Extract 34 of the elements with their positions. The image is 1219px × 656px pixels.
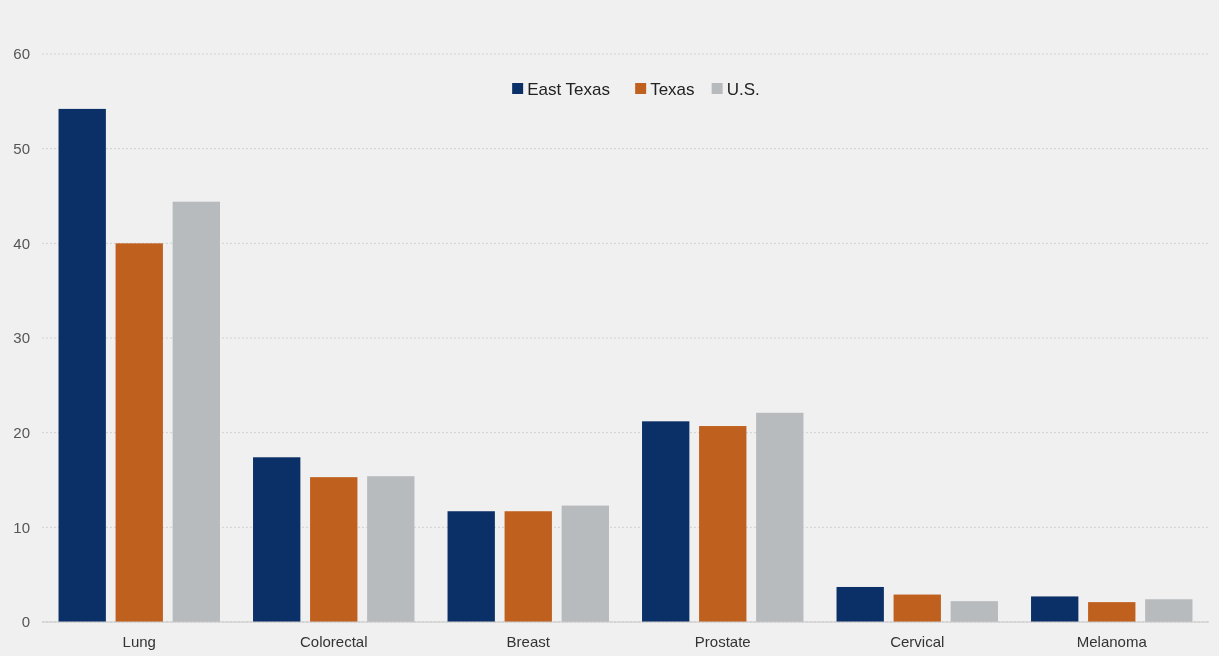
bar — [253, 457, 301, 622]
y-tick-label: 60 — [13, 45, 30, 63]
legend-label: Texas — [650, 79, 695, 99]
bar — [561, 505, 609, 622]
bar — [950, 601, 998, 622]
bar — [367, 476, 415, 622]
bar — [699, 426, 747, 622]
bar — [447, 511, 495, 622]
bar — [756, 412, 804, 622]
y-tick-label: 30 — [13, 329, 30, 347]
bar — [836, 586, 884, 622]
legend-label: U.S. — [726, 79, 760, 99]
legend-label: East Texas — [527, 79, 610, 99]
y-tick-label: 40 — [13, 234, 30, 252]
bar — [115, 243, 163, 622]
x-tick-label: Breast — [506, 633, 551, 650]
x-tick-label: Lung — [122, 633, 156, 650]
bar — [642, 421, 690, 622]
bar — [58, 108, 106, 622]
bar — [1031, 596, 1079, 622]
x-tick-label: Prostate — [694, 633, 751, 650]
bar — [893, 594, 941, 622]
bar — [1088, 602, 1136, 622]
bar — [172, 201, 220, 622]
y-tick-label: 10 — [13, 518, 30, 536]
y-tick-label: 50 — [13, 139, 30, 157]
bar — [310, 477, 358, 622]
bar — [1145, 599, 1193, 622]
x-tick-label: Cervical — [890, 633, 945, 650]
y-tick-label: 0 — [21, 613, 30, 631]
x-tick-label: Melanoma — [1076, 633, 1148, 650]
y-tick-label: 20 — [13, 423, 30, 441]
x-tick-label: Colorectal — [299, 633, 368, 650]
bar — [504, 511, 552, 622]
